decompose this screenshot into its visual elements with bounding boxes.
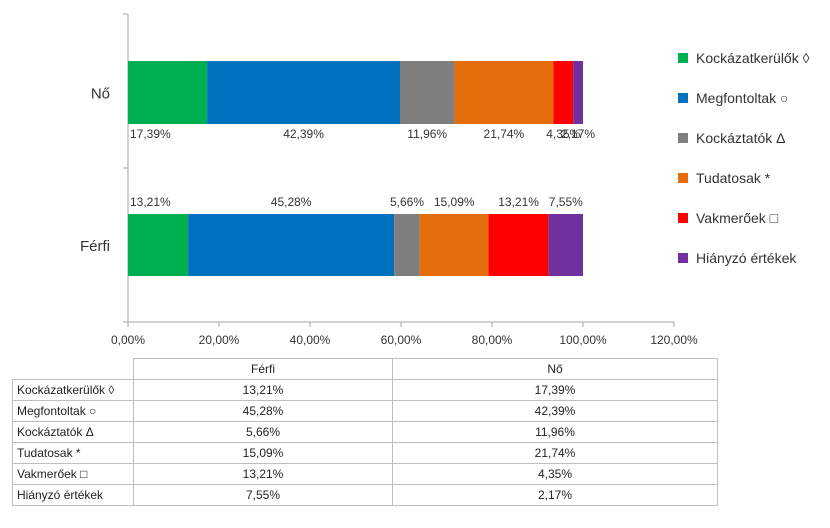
bar-segment: [128, 61, 208, 124]
data-label: 21,74%: [484, 127, 525, 141]
x-tick-label: 0,00%: [111, 333, 145, 347]
table-row-label: Hiányzó értékek: [12, 484, 134, 506]
table-cell: 42,39%: [392, 400, 718, 422]
x-tick-label: 60,00%: [381, 333, 422, 347]
legend-item: Tudatosak *: [678, 168, 810, 188]
data-label: 42,39%: [283, 127, 324, 141]
table-cell: 11,96%: [392, 421, 718, 443]
bar-segment: [419, 214, 489, 276]
table-cell: 13,21%: [133, 379, 393, 401]
table-row-label: Tudatosak *: [12, 442, 134, 464]
data-label: 15,09%: [434, 195, 475, 209]
category-label: Férfi: [80, 238, 110, 255]
legend-label: Vakmerőek □: [696, 210, 779, 226]
x-tick-label: 120,00%: [650, 333, 698, 347]
table-cell: 45,28%: [133, 400, 393, 422]
legend-item: Hiányzó értékek: [678, 248, 810, 268]
bar-segment: [488, 214, 549, 276]
data-label: 13,21%: [130, 195, 171, 209]
table-cell: 7,55%: [133, 484, 393, 506]
table-row-label: Vakmerőek □: [12, 463, 134, 485]
legend-swatch: [678, 213, 688, 223]
bars-layer: [128, 61, 583, 276]
data-label: 11,96%: [407, 127, 447, 141]
table-header-row: Férfi Nő: [12, 358, 718, 380]
legend-label: Megfontoltak ○: [696, 90, 789, 106]
table-row: Kockáztatók Δ 5,66% 11,96%: [12, 421, 718, 443]
data-label: 17,39%: [130, 127, 171, 141]
labels-layer: Férfi 13,21% 45,28% 5,66% 15,09% 13,21% 7,55% N…: [80, 86, 595, 256]
legend-item: Kockáztatók Δ: [678, 128, 810, 148]
table-row-label: Kockázatkerülők ◊: [12, 379, 134, 401]
table-cell: 2,17%: [392, 484, 718, 506]
data-label: 4,35%: [546, 127, 580, 141]
x-tick-label: 80,00%: [472, 333, 513, 347]
table-header-cell: Férfi: [133, 358, 393, 380]
data-table: Férfi Nő Kockázatkerülők ◊ 13,21% 17,39%…: [12, 358, 718, 506]
legend-swatch: [678, 133, 688, 143]
data-label: 13,21%: [498, 195, 539, 209]
legend-label: Kockázatkerülők ◊: [696, 50, 810, 66]
table-cell: 4,35%: [392, 463, 718, 485]
bar-segment: [128, 214, 189, 276]
category-label: Nő: [91, 86, 110, 103]
x-tick-label: 100,00%: [559, 333, 607, 347]
bar-segment: [188, 214, 395, 276]
bar-segment: [207, 61, 400, 124]
table-cell: 21,74%: [392, 442, 718, 464]
bar-segment: [573, 61, 583, 124]
legend-swatch: [678, 53, 688, 63]
legend-item: Vakmerőek □: [678, 208, 810, 228]
table-row: Tudatosak * 15,09% 21,74%: [12, 442, 718, 464]
legend-swatch: [678, 253, 688, 263]
table-row: Kockázatkerülők ◊ 13,21% 17,39%: [12, 379, 718, 401]
legend-label: Tudatosak *: [696, 170, 771, 186]
legend-item: Kockázatkerülők ◊: [678, 48, 810, 68]
legend-swatch: [678, 173, 688, 183]
table-cell: 15,09%: [133, 442, 393, 464]
bar-segment: [454, 61, 554, 124]
data-label: 5,66%: [390, 195, 424, 209]
table-cell: 17,39%: [392, 379, 718, 401]
legend-label: Kockáztatók Δ: [696, 130, 786, 146]
data-label: 7,55%: [549, 195, 583, 209]
bar-segment: [548, 214, 583, 276]
bar-segment: [553, 61, 574, 124]
table-cell: 5,66%: [133, 421, 393, 443]
bar-segment: [399, 61, 455, 124]
legend-label: Hiányzó értékek: [696, 250, 797, 266]
table-cell: 13,21%: [133, 463, 393, 485]
chart-legend: Kockázatkerülők ◊ Megfontoltak ○ Kockázt…: [678, 48, 810, 288]
table-row: Vakmerőek □ 13,21% 4,35%: [12, 463, 718, 485]
legend-item: Megfontoltak ○: [678, 88, 810, 108]
legend-swatch: [678, 93, 688, 103]
table-header-cell: Nő: [392, 358, 718, 380]
bar-segment: [394, 214, 420, 276]
x-tick-label: 40,00%: [290, 333, 331, 347]
data-label: 2,17%: [561, 127, 595, 141]
axis-layer: 0,00% 20,00% 40,00% 60,00% 80,00% 100,00% 120,…: [111, 13, 698, 347]
x-tick-label: 20,00%: [199, 333, 240, 347]
table-header-cell: [12, 358, 134, 380]
data-label: 45,28%: [271, 195, 312, 209]
table-row-label: Megfontoltak ○: [12, 400, 134, 422]
table-row-label: Kockáztatók Δ: [12, 421, 134, 443]
stacked-bar-chart: 0,00% 20,00% 40,00% 60,00% 80,00% 100,00% 120,…: [80, 13, 698, 347]
table-row: Megfontoltak ○ 45,28% 42,39%: [12, 400, 718, 422]
table-row: Hiányzó értékek 7,55% 2,17%: [12, 484, 718, 506]
